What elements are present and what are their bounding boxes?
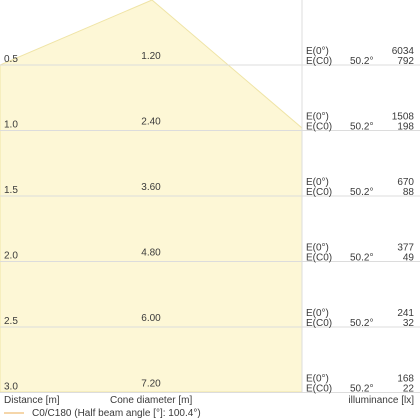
distance-value: 0.5: [4, 54, 18, 65]
e0-label: E(0°): [306, 177, 329, 188]
ec0-value: 88: [403, 187, 415, 198]
beam-angle-value: 50.2°: [350, 384, 373, 395]
e0-value: 241: [397, 308, 414, 319]
beam-angle-value: 50.2°: [350, 318, 373, 329]
ec0-label: E(C0): [306, 384, 332, 395]
cone-diameter-header: Cone diameter [m]: [110, 395, 192, 406]
ec0-value: 792: [397, 56, 414, 67]
e0-value: 6034: [392, 46, 415, 57]
beam-angle-value: 50.2°: [350, 56, 373, 67]
cone-diameter-value: 1.20: [141, 51, 161, 62]
e0-label: E(0°): [306, 46, 329, 57]
ec0-value: 198: [397, 122, 414, 133]
ec0-label: E(C0): [306, 318, 332, 329]
distance-value: 2.0: [4, 251, 18, 262]
distance-value: 1.0: [4, 120, 18, 131]
distance-value: 1.5: [4, 185, 18, 196]
ec0-label: E(C0): [306, 187, 332, 198]
ec0-label: E(C0): [306, 122, 332, 133]
ec0-label: E(C0): [306, 56, 332, 67]
illuminance-header: illuminance [lx]: [348, 395, 414, 406]
cone-diameter-value: 4.80: [141, 248, 161, 259]
beam-angle-value: 50.2°: [350, 253, 373, 264]
e0-value: 670: [397, 177, 414, 188]
ec0-label: E(C0): [306, 253, 332, 264]
beam-angle-value: 50.2°: [350, 122, 373, 133]
ec0-value: 32: [403, 318, 415, 329]
e0-label: E(0°): [306, 112, 329, 123]
distance-header: Distance [m]: [4, 395, 60, 406]
cone-diameter-value: 7.20: [141, 379, 161, 390]
e0-value: 168: [397, 374, 414, 385]
distance-grid-lines: [0, 64, 420, 393]
cone-diameter-value: 6.00: [141, 313, 161, 324]
e0-value: 377: [397, 243, 414, 254]
legend-label: C0/C180 (Half beam angle [°]: 100.4°): [32, 408, 201, 419]
ec0-value: 49: [403, 253, 415, 264]
beam-angle-value: 50.2°: [350, 187, 373, 198]
ec0-value: 22: [403, 384, 415, 395]
distance-value: 2.5: [4, 316, 18, 327]
e0-label: E(0°): [306, 308, 329, 319]
e0-value: 1508: [392, 112, 415, 123]
e0-label: E(0°): [306, 374, 329, 385]
cone-diameter-value: 2.40: [141, 117, 161, 128]
cone-diameter-value: 3.60: [141, 182, 161, 193]
e0-label: E(0°): [306, 243, 329, 254]
distance-value: 3.0: [4, 382, 18, 393]
